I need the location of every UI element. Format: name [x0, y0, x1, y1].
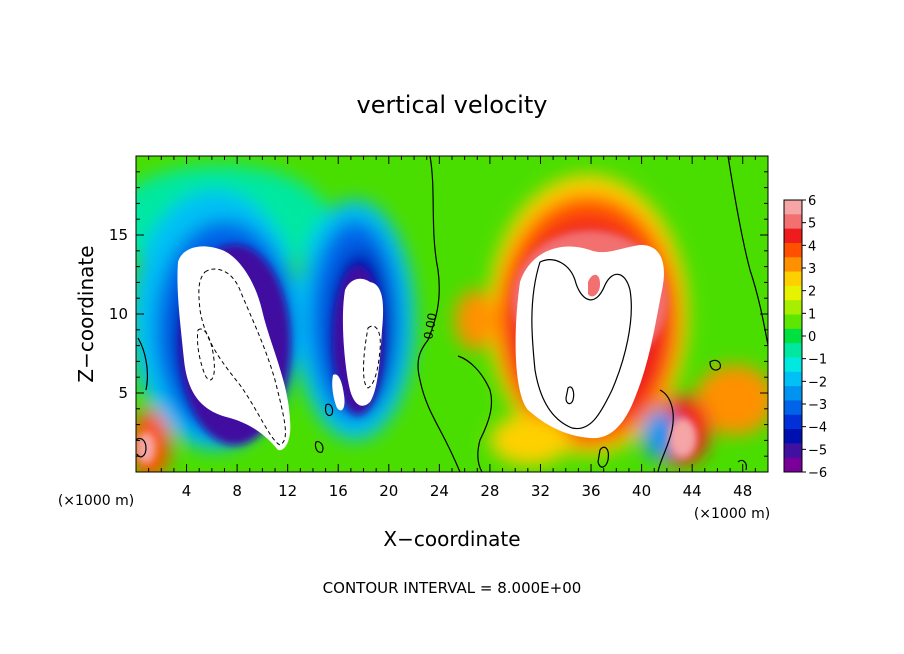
- core-central: [342, 278, 384, 406]
- y-tick-label: 10: [109, 305, 128, 323]
- x-tick-label: 24: [430, 482, 449, 500]
- colorbar-segment: [784, 429, 802, 444]
- x-axis-unit-right: (×1000 m): [694, 506, 770, 522]
- y-axis-label: Z−coordinate: [74, 245, 98, 382]
- x-tick-label: 20: [379, 482, 398, 500]
- colorbar-tick-label: −1: [808, 353, 827, 368]
- x-tick-label: 48: [733, 482, 752, 500]
- colorbar-tick-label: 6: [808, 194, 816, 209]
- colorbar-segment: [784, 400, 802, 416]
- colorbar-tick-label: 0: [808, 330, 816, 345]
- colorbar-segment: [784, 314, 802, 330]
- colorbar-tick-label: 3: [808, 262, 816, 277]
- colorbar-tick-label: −2: [808, 375, 827, 390]
- x-axis-label: X−coordinate: [383, 527, 520, 551]
- colorbar-tick-label: −5: [808, 443, 827, 458]
- contour-value-label: 0.00: [421, 312, 439, 341]
- x-tick-label: 36: [581, 482, 600, 500]
- colorbar-segment: [784, 328, 802, 344]
- x-axis: 4 8 12 16 20 24 28 32 36 40 44 48: [148, 156, 756, 500]
- colorbar-tick-label: 2: [808, 285, 816, 300]
- colorbar-segment: [784, 386, 802, 401]
- x-axis-unit-left: (×1000 m): [58, 493, 134, 509]
- colorbar-segment: [784, 228, 802, 244]
- colorbar-segment: [784, 457, 802, 473]
- colorbar-tick-label: −3: [808, 398, 827, 413]
- colorbar-segment: [784, 257, 802, 273]
- colorbar: 6 5 4 3 2 1 0 −1 −2 −3 −4 −5 −6: [783, 194, 827, 481]
- colorbar-segment: [784, 357, 802, 373]
- chart-title: vertical velocity: [357, 91, 548, 119]
- y-tick-label: 15: [109, 226, 128, 244]
- colorbar-segment: [784, 371, 802, 387]
- x-tick-label: 32: [531, 482, 550, 500]
- x-tick-label: 4: [182, 482, 192, 500]
- colorbar-segment: [784, 242, 802, 258]
- y-tick-label: 5: [118, 384, 128, 402]
- colorbar-segment: [784, 214, 802, 230]
- contour-lines-dashed: [197, 268, 381, 446]
- x-tick-label: 44: [683, 482, 702, 500]
- colorbar-tick-label: 5: [808, 217, 816, 232]
- x-tick-label: 28: [480, 482, 499, 500]
- colorbar-segment: [784, 414, 802, 430]
- core-central-tail: [332, 374, 345, 411]
- x-tick-label: 40: [632, 482, 651, 500]
- core-east-notch: [588, 274, 600, 297]
- colorbar-tick-label: −4: [808, 421, 827, 436]
- core-west: [177, 246, 291, 451]
- colorbar-segment: [784, 443, 802, 459]
- x-tick-label: 8: [232, 482, 242, 500]
- x-tick-label: 12: [278, 482, 297, 500]
- heatmap-field: 0.00: [136, 156, 768, 472]
- colorbar-segment: [784, 200, 802, 215]
- colorbar-segment: [784, 271, 802, 287]
- colorbar-segment: [784, 343, 802, 358]
- y-axis: 5 10 15: [109, 171, 768, 457]
- colorbar-segment: [784, 285, 802, 301]
- core-east: [515, 244, 664, 439]
- x-tick-label: 16: [329, 482, 348, 500]
- contour-interval-footer: CONTOUR INTERVAL = 8.000E+00: [323, 579, 582, 597]
- colorbar-tick-label: −6: [808, 466, 827, 481]
- contour-lines: [136, 156, 768, 472]
- colorbar-tick-label: 4: [808, 239, 816, 254]
- colorbar-segment: [784, 300, 802, 316]
- colorbar-tick-label: 1: [808, 307, 816, 322]
